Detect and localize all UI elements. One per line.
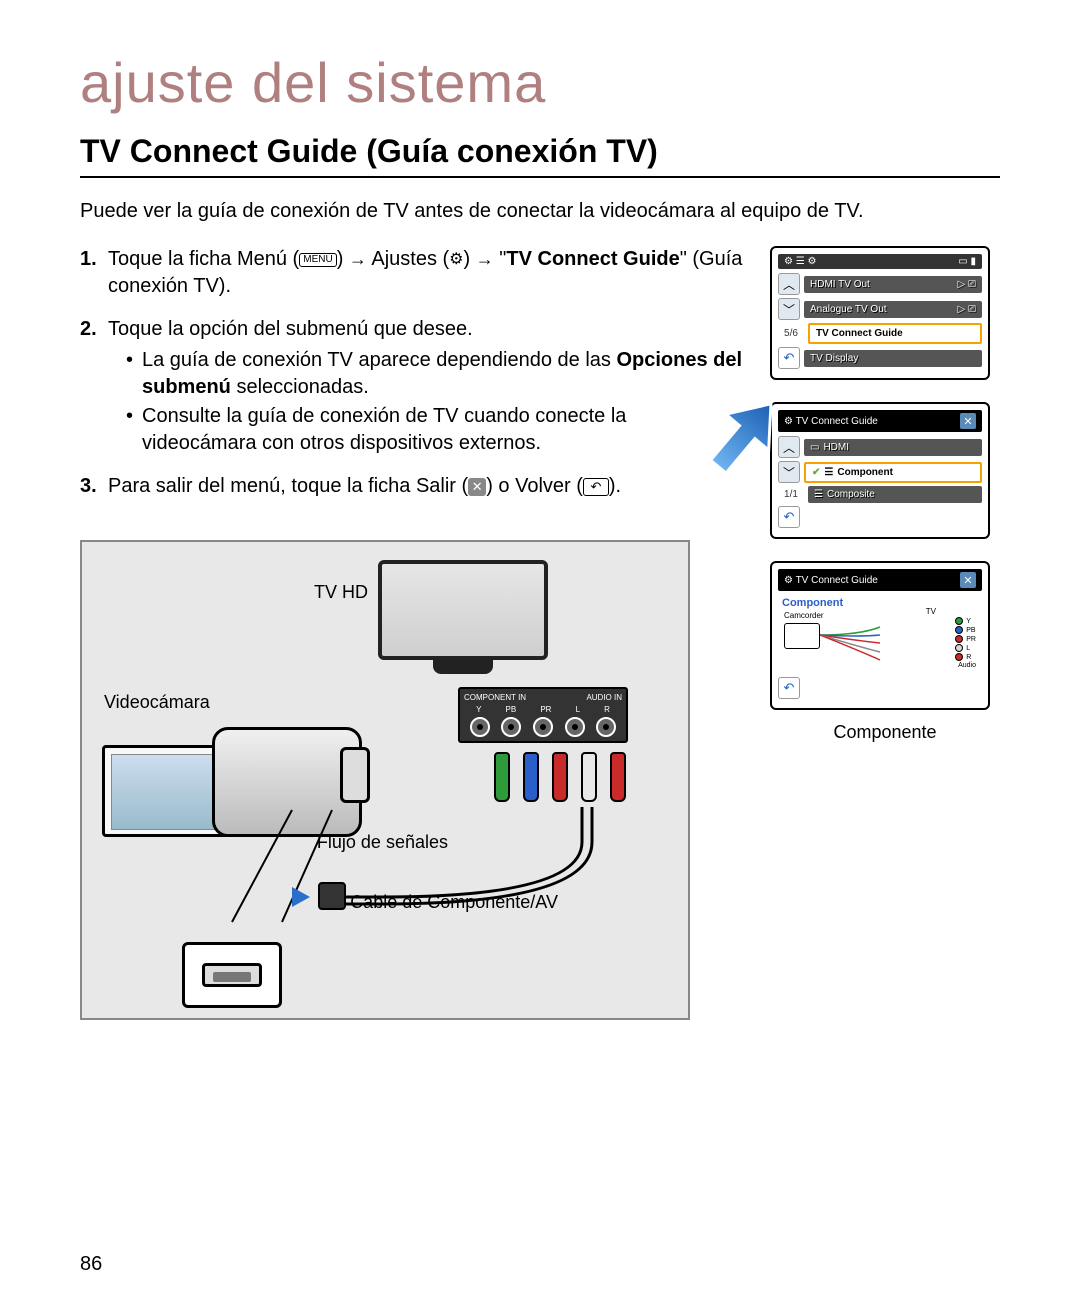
battery-icon: ▭ ▮ xyxy=(958,256,976,267)
menu-item[interactable]: HDMI TV Out▷ ⎚ xyxy=(804,276,982,293)
step-2-sub-1: La guía de conexión TV aparece dependien… xyxy=(126,347,746,401)
menu-item[interactable]: Analogue TV Out▷ ⎚ xyxy=(804,301,982,318)
step-2-sub-2: Consulte la guía de conexión de TV cuand… xyxy=(126,403,746,457)
back-icon: ↶ xyxy=(583,478,609,496)
tv-graphic xyxy=(378,560,548,680)
screen-settings-menu: ⚙ ☰ ⚙ ▭ ▮ ︿HDMI TV Out▷ ⎚ ﹀Analogue TV Ou… xyxy=(770,246,990,380)
back-button[interactable]: ↶ xyxy=(778,506,800,528)
menu-icon: MENU xyxy=(299,253,336,267)
arrow-icon: → xyxy=(349,249,367,269)
step-3: Para salir del menú, toque la ficha Sali… xyxy=(80,473,746,500)
down-button[interactable]: ﹀ xyxy=(778,298,800,320)
screen-component-guide: ⚙ TV Connect Guide✕ Component Camcorder … xyxy=(770,561,990,710)
connection-diagram: TV HD Videocámara COMPONENT IN AUDIO IN … xyxy=(80,540,690,1020)
close-button[interactable]: ✕ xyxy=(960,572,976,588)
subtitle: Component xyxy=(778,595,982,611)
hdmi-connector-icon xyxy=(202,963,262,987)
screen-caption: Componente xyxy=(770,722,1000,743)
intro-text: Puede ver la guía de conexión de TV ante… xyxy=(80,198,1000,224)
gear-icon: ⚙ ☰ ⚙ xyxy=(784,256,816,267)
camcorder-graphic xyxy=(102,717,362,882)
component-wiring-diagram: Camcorder TV YPBPRLR Audio xyxy=(778,611,982,671)
close-button[interactable]: ✕ xyxy=(960,413,976,429)
jack-panel: COMPONENT IN AUDIO IN YPBPRLR xyxy=(458,687,628,743)
cable-label: Cable de Componente/AV xyxy=(350,892,558,913)
pager: 1/1 xyxy=(778,489,804,500)
tv-label: TV HD xyxy=(314,582,368,603)
menu-item-selected[interactable]: ✔ ☰ Component xyxy=(804,462,982,483)
menu-item[interactable]: ▭HDMI xyxy=(804,439,982,456)
pager: 5/6 xyxy=(778,328,804,339)
cable-plugs xyxy=(494,752,626,802)
steps-list: Toque la ficha Menú (MENU) → Ajustes () … xyxy=(80,246,746,500)
menu-item[interactable]: TV Display xyxy=(804,350,982,367)
back-button[interactable]: ↶ xyxy=(778,677,800,699)
menu-item[interactable]: ☰Composite xyxy=(808,486,982,503)
tv-connect-guide-label: TV Connect Guide xyxy=(506,248,679,270)
menu-item-selected[interactable]: TV Connect Guide xyxy=(808,323,982,344)
section-title: TV Connect Guide (Guía conexión TV) xyxy=(80,133,1000,178)
flow-arrow-icon xyxy=(292,887,310,907)
hdmi-port-closeup xyxy=(182,942,282,1008)
up-button[interactable]: ︿ xyxy=(778,273,800,295)
screen-tv-connect-submenu: ⚙ TV Connect Guide✕ ︿▭HDMI ﹀✔ ☰ Componen… xyxy=(770,402,990,539)
close-icon: ✕ xyxy=(468,478,486,496)
av-connector-icon xyxy=(318,882,346,910)
camcorder-label: Videocámara xyxy=(104,692,210,713)
gear-icon xyxy=(449,248,463,270)
step-2: Toque la opción del submenú que desee. L… xyxy=(80,316,746,457)
arrow-icon: → xyxy=(476,249,494,269)
step-1: Toque la ficha Menú (MENU) → Ajustes () … xyxy=(80,246,746,300)
chapter-title: ajuste del sistema xyxy=(80,50,1000,115)
flow-label: Flujo de señales xyxy=(317,832,448,853)
page-number: 86 xyxy=(80,1253,102,1276)
back-button[interactable]: ↶ xyxy=(778,347,800,369)
